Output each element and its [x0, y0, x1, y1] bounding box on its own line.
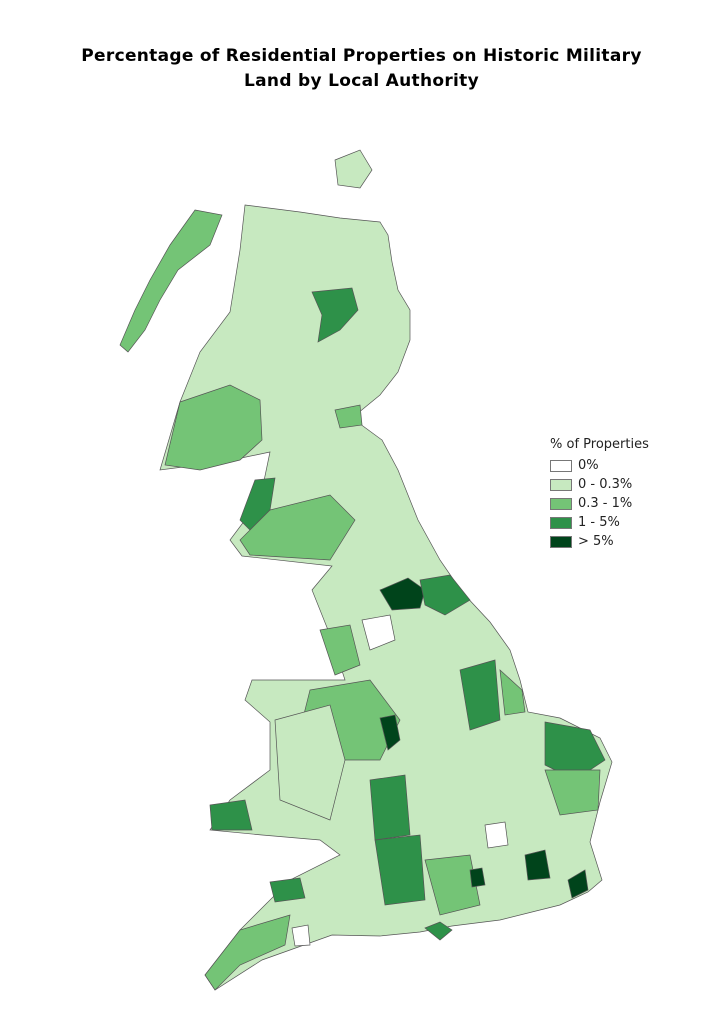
region-london-zero	[484, 821, 509, 849]
legend-label: 0.3 - 1%	[578, 496, 633, 511]
legend-label: > 5%	[578, 534, 614, 549]
region-argyll	[164, 384, 263, 471]
region-moray	[311, 287, 359, 343]
region-east-lindsey	[499, 669, 526, 716]
region-wiltshire	[374, 834, 426, 906]
region-lincolnshire	[459, 659, 501, 731]
title-line-1: Percentage of Residential Properties on …	[81, 46, 642, 66]
region-maidstone	[524, 849, 551, 881]
isle-of-wight	[424, 921, 453, 941]
region-hampshire	[424, 854, 481, 916]
region-aldershot	[469, 867, 486, 888]
legend-item-3: 1 - 5%	[550, 513, 649, 532]
region-pembrokeshire	[209, 799, 253, 831]
map-title: Percentage of Residential Properties on …	[0, 44, 723, 94]
legend-label: 1 - 5%	[578, 515, 620, 530]
legend-swatch	[550, 478, 572, 491]
legend-label: 0 - 0.3%	[578, 477, 633, 492]
region-suffolk	[544, 769, 601, 816]
legend-title: % of Properties	[550, 437, 649, 452]
region-yorkshire-zero	[361, 614, 396, 651]
region-lancashire	[319, 624, 361, 676]
region-cornwall	[204, 914, 291, 991]
orkney	[334, 149, 373, 189]
region-devon-zero	[291, 924, 311, 947]
legend: % of Properties 0% 0 - 0.3% 0.3 - 1% 1 -…	[550, 437, 649, 551]
legend-item-1: 0 - 0.3%	[550, 475, 649, 494]
outer-hebrides	[119, 209, 223, 353]
region-powys	[274, 704, 346, 821]
legend-item-4: > 5%	[550, 532, 649, 551]
legend-swatch	[550, 459, 572, 472]
region-dumfries	[239, 494, 356, 561]
region-gloucestershire	[369, 774, 411, 841]
legend-label: 0%	[578, 458, 599, 473]
region-shepway	[567, 869, 589, 899]
region-shropshire-dark	[379, 714, 401, 751]
region-richmondshire	[379, 577, 426, 611]
legend-swatch	[550, 516, 572, 529]
legend-swatch	[550, 497, 572, 510]
legend-item-2: 0.3 - 1%	[550, 494, 649, 513]
legend-swatch	[550, 535, 572, 548]
region-northumberland	[419, 574, 471, 616]
title-line-2: Land by Local Authority	[244, 71, 479, 91]
region-north-devon	[269, 877, 306, 903]
legend-item-0: 0%	[550, 456, 649, 475]
region-fife	[334, 404, 363, 429]
